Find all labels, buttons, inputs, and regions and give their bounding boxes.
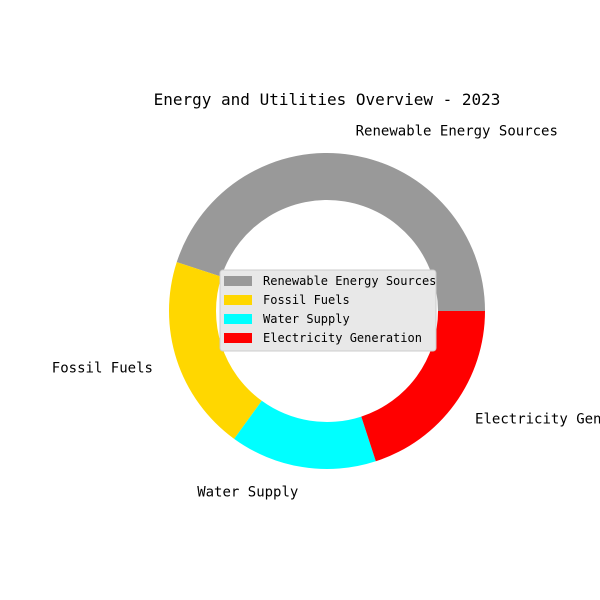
legend-label-electricity-generation: Electricity Generation: [263, 331, 422, 345]
slice-water-supply: [234, 400, 376, 470]
chart-title: Energy and Utilities Overview - 2023: [154, 90, 501, 109]
legend-label-fossil-fuels: Fossil Fuels: [263, 293, 350, 307]
legend-swatch-water-supply: [224, 314, 252, 324]
legend-swatch-renewable-energy-sources: [224, 276, 252, 286]
legend-box: [219, 269, 437, 352]
slice-label-water-supply: Water Supply: [197, 485, 298, 501]
donut-slices: [169, 152, 485, 470]
slice-label-fossil-fuels: Fossil Fuels: [52, 361, 153, 377]
slice-label-renewable-energy-sources: Renewable Energy Sources: [356, 123, 558, 139]
slice-fossil-fuels: [169, 262, 262, 439]
legend-items: Renewable Energy Sources Fossil Fuels Wate…: [224, 274, 436, 345]
slice-renewable-energy-sources: [176, 152, 485, 311]
slice-labels: Renewable Energy Sources Fossil Fuels Wate…: [52, 123, 600, 500]
legend-label-renewable-energy-sources: Renewable Energy Sources: [263, 274, 436, 288]
slice-electricity-generation: [361, 311, 485, 462]
legend-swatch-fossil-fuels: [224, 295, 252, 305]
slice-label-electricity-generation: Electricity Generation: [475, 412, 600, 428]
legend-label-water-supply: Water Supply: [263, 312, 350, 326]
legend: Renewable Energy Sources Fossil Fuels Wate…: [219, 269, 437, 352]
legend-swatch-electricity-generation: [224, 333, 252, 343]
